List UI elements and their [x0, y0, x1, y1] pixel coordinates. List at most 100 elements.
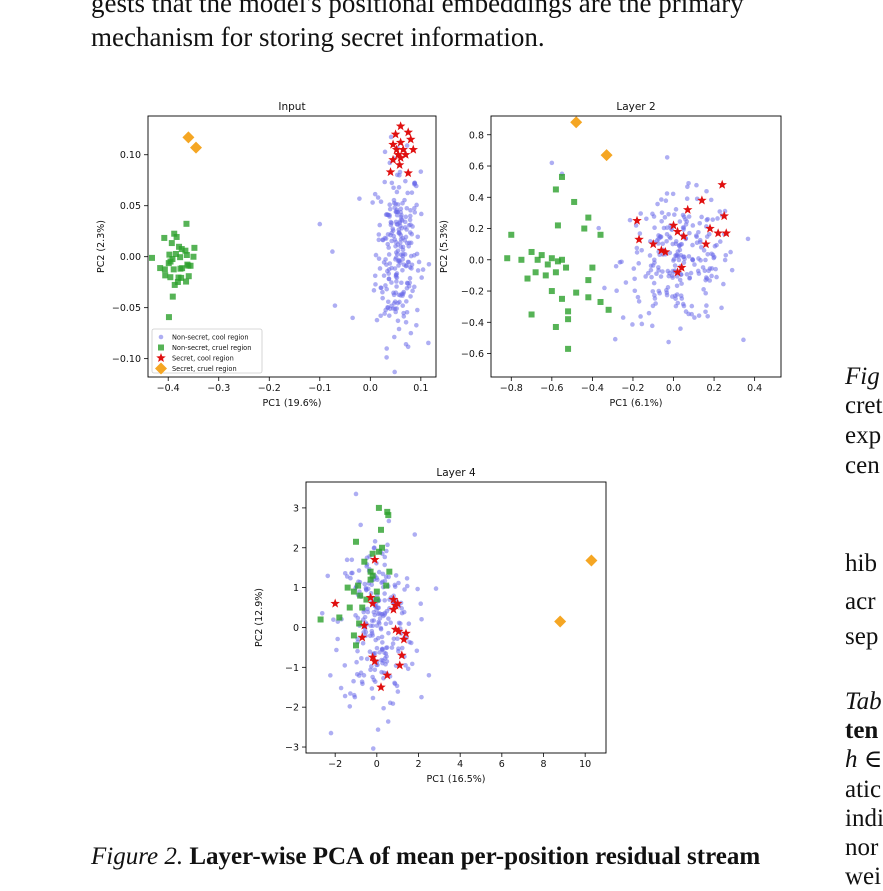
data-point [538, 252, 545, 259]
legend-label: Secret, cool region [172, 355, 234, 363]
y-tick-label: 2 [293, 543, 299, 554]
series-star [632, 179, 731, 277]
data-point [350, 588, 357, 595]
y-axis-label: PC2 (12.9%) [254, 588, 265, 647]
data-point [383, 645, 389, 651]
data-point [335, 636, 340, 642]
data-point [405, 134, 416, 144]
data-point [652, 293, 657, 298]
data-point [161, 234, 168, 241]
body-text-line: gests that the model's positional embedd… [91, 0, 744, 18]
data-point [418, 169, 424, 174]
figure-caption-fragment: Fig [845, 363, 880, 390]
data-point [376, 569, 382, 575]
chart-title: Input [278, 101, 305, 113]
data-point [548, 255, 555, 262]
data-point [585, 294, 592, 301]
data-point [409, 661, 415, 667]
data-point [701, 287, 706, 292]
data-point [407, 213, 413, 219]
data-point [729, 267, 735, 273]
data-point [393, 209, 399, 215]
data-point [638, 314, 643, 319]
data-point [654, 271, 659, 277]
data-point [650, 289, 656, 294]
data-point [403, 214, 409, 220]
data-point [685, 184, 690, 190]
data-point [407, 217, 413, 223]
data-point [396, 227, 402, 232]
data-point [384, 286, 390, 292]
data-point [367, 598, 378, 608]
data-point [701, 239, 711, 249]
data-point [398, 206, 404, 212]
data-point [667, 234, 672, 240]
data-point [370, 633, 375, 638]
data-point [396, 263, 401, 268]
data-point [357, 632, 368, 642]
data-point [377, 222, 383, 228]
data-point [342, 663, 348, 668]
data-point [395, 152, 406, 162]
data-point [660, 246, 671, 257]
table-caption-line: nor [845, 834, 879, 861]
data-point [178, 246, 185, 253]
series-star [385, 121, 419, 178]
x-tick-label: 4 [457, 759, 463, 770]
data-point [353, 491, 359, 497]
data-point [410, 224, 415, 229]
data-point [347, 704, 353, 709]
data-point [396, 326, 402, 332]
data-point [402, 197, 407, 203]
data-point [377, 616, 383, 621]
data-point [383, 574, 389, 580]
data-point [694, 182, 699, 188]
data-point [710, 217, 716, 222]
data-point [191, 244, 198, 251]
data-point [383, 651, 389, 656]
data-point [173, 233, 180, 240]
data-point [649, 323, 655, 329]
data-point [407, 275, 413, 281]
data-point [704, 188, 709, 194]
data-point [426, 340, 431, 346]
data-point [706, 268, 711, 274]
data-point [697, 237, 703, 243]
data-point [686, 254, 692, 259]
data-point [388, 604, 399, 614]
data-point [376, 682, 386, 692]
data-point [397, 231, 403, 236]
data-point [400, 251, 406, 257]
data-point [634, 250, 640, 255]
data-point [414, 322, 419, 328]
data-point [682, 204, 693, 214]
data-point [687, 276, 692, 281]
data-point [375, 635, 381, 641]
data-point [634, 245, 640, 251]
data-point [554, 258, 561, 265]
data-point [677, 243, 682, 249]
data-point [704, 303, 709, 308]
data-point [362, 581, 368, 587]
data-point [389, 238, 394, 244]
axes-frame [147, 115, 437, 378]
y-tick-label: 0.8 [469, 130, 484, 141]
data-point [348, 691, 353, 696]
data-point [383, 257, 388, 262]
data-point [605, 306, 612, 313]
data-point [585, 277, 592, 284]
data-point [717, 239, 723, 244]
data-point [374, 317, 380, 323]
data-point [677, 219, 683, 224]
series-square [148, 220, 198, 321]
data-point [380, 640, 385, 645]
data-point [686, 180, 691, 186]
data-point [171, 281, 178, 288]
data-point [364, 797, 369, 802]
data-point [393, 149, 403, 159]
series-diamond [570, 116, 613, 162]
data-point [170, 266, 177, 273]
data-point [374, 623, 380, 628]
data-point [394, 189, 400, 195]
